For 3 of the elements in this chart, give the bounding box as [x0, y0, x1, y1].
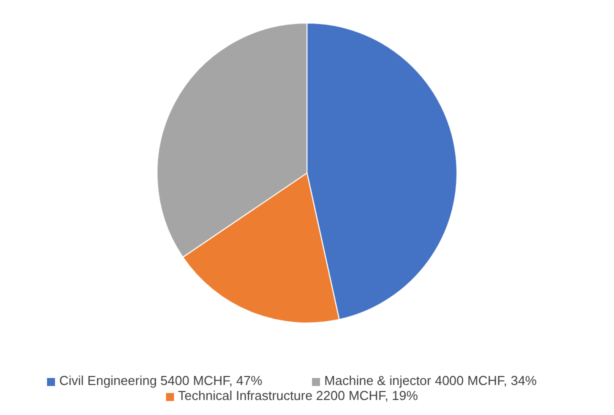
legend-label: Technical Infrastructure 2200 MCHF, 19%	[178, 388, 418, 403]
legend-label: Civil Engineering 5400 MCHF, 47%	[59, 373, 262, 388]
legend-label: Machine & injector 4000 MCHF, 34%	[324, 373, 537, 388]
